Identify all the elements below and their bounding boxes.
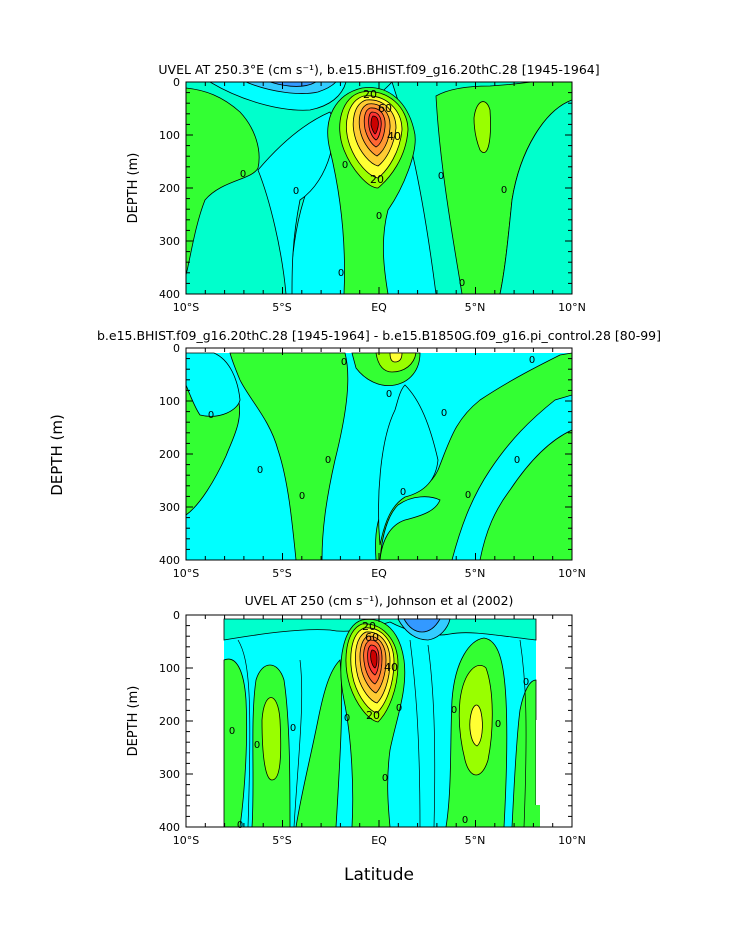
panel-1-x-tick-label: 5°N — [465, 301, 486, 314]
panel-2-contour-label: 0 — [400, 487, 406, 498]
panel-3-field — [186, 615, 572, 827]
panel-3-contour-label: 0 — [462, 815, 468, 826]
panel-2-contour-label: 0 — [299, 491, 305, 502]
panel-3-x-tick-label: 5°N — [465, 834, 486, 847]
panel-1-ylabel: DEPTH (m) — [126, 153, 141, 224]
panel-3-contour-label: 0 — [523, 677, 529, 688]
panel-1-contour-label: 0 — [501, 185, 507, 196]
panel-1-y-tick-label: 300 — [159, 235, 180, 248]
panel-2-x-tick-label: 5°S — [272, 567, 291, 580]
panel-1-x-tick-label: EQ — [371, 301, 387, 314]
panel-2-y-ticks: 0 100 200 300 400 — [159, 342, 180, 567]
panel-1-x-tick-label: 5°S — [272, 301, 291, 314]
panel-3-x-ticks: 10°S 5°S EQ 5°N 10°N — [173, 834, 586, 847]
panel-2-contour-label: 0 — [441, 408, 447, 419]
panel-1-contour-label: 0 — [338, 268, 344, 279]
panel-2-contour-label: 0 — [529, 355, 535, 366]
panel-1-contour-label: 0 — [240, 169, 246, 180]
panel-2-contour-label: 0 — [208, 410, 214, 421]
x-axis-label: Latitude — [344, 865, 414, 885]
panel-1-x-tick-label: 10°N — [558, 301, 586, 314]
tick-marks — [185, 81, 573, 828]
panel-3-contour-label: 0 — [451, 705, 457, 716]
panel-3-contour-label: 20 — [366, 709, 380, 722]
panel-3-contour-label: 0 — [382, 773, 388, 784]
panel-3-x-tick-label: EQ — [371, 834, 387, 847]
panel-2-x-tick-label: 5°N — [465, 567, 486, 580]
panel-3-contour-label: 0 — [495, 719, 501, 730]
panel-1-y-tick-label: 200 — [159, 182, 180, 195]
panel-3-ylabel: DEPTH (m) — [126, 686, 141, 757]
panel-2-contour-label: 0 — [257, 465, 263, 476]
panel-3-contour-label: 60 — [365, 631, 379, 644]
panel-3-contour-label: 20 — [362, 620, 376, 633]
panel-2-y-tick-label: 300 — [159, 501, 180, 514]
panel-2-x-tick-label: 10°S — [173, 567, 199, 580]
panel-3-x-tick-label: 10°S — [173, 834, 199, 847]
panel-2-x-tick-label: 10°N — [558, 567, 586, 580]
panel-3-y-tick-label: 200 — [159, 715, 180, 728]
panel-3-x-tick-label: 10°N — [558, 834, 586, 847]
panel-3-contour-label: 0 — [396, 703, 402, 714]
panel-1-y-tick-label: 0 — [173, 76, 180, 89]
panel-1: UVEL AT 250.3°E (cm s⁻¹), b.e15.BHIST.f0… — [126, 62, 600, 314]
panel-1-contour-label: 0 — [293, 186, 299, 197]
panel-3-contour-label: 0 — [290, 723, 296, 734]
panel-3-title: UVEL AT 250 (cm s⁻¹), Johnson et al (200… — [245, 593, 514, 608]
panel-3-contour-label: 0 — [237, 820, 243, 831]
panel-2-x-tick-label: EQ — [371, 567, 387, 580]
panel-3-contour-label: 0 — [344, 713, 350, 724]
panel-2-contour-label: 0 — [325, 455, 331, 466]
panel-1-field — [186, 82, 572, 294]
panel-2-contour-label: 0 — [341, 357, 347, 368]
panel-1-contour-label: 60 — [378, 102, 392, 115]
panel-1-x-ticks: 10°S 5°S EQ 5°N 10°N — [173, 301, 586, 314]
panel-1-contour-label: 0 — [459, 278, 465, 289]
panel-1-contour-label: 20 — [363, 88, 377, 101]
panel-2-y-tick-label: 400 — [159, 554, 180, 567]
panel-3-y-tick-label: 0 — [173, 609, 180, 622]
panel-1-y-tick-label: 100 — [159, 129, 180, 142]
shared-ylabel: DEPTH (m) — [48, 414, 66, 496]
panel-3-y-tick-label: 100 — [159, 662, 180, 675]
panel-2: b.e15.BHIST.f09_g16.20thC.28 [1945-1964]… — [97, 328, 661, 580]
panel-3-y-ticks: 0 100 200 300 400 — [159, 609, 180, 834]
panel-2-contour-label: 0 — [465, 490, 471, 501]
panel-2-title: b.e15.BHIST.f09_g16.20thC.28 [1945-1964]… — [97, 328, 661, 343]
panel-1-contour-label: 0 — [342, 160, 348, 171]
panel-3-contour-label: 0 — [229, 726, 235, 737]
panel-3-contour-label: 0 — [254, 740, 260, 751]
panel-1-y-ticks: 0 100 200 300 400 — [159, 76, 180, 301]
panel-1-contour-label: 20 — [370, 173, 384, 186]
panel-2-field — [186, 348, 572, 560]
panel-3: UVEL AT 250 (cm s⁻¹), Johnson et al (200… — [126, 593, 586, 847]
panel-3-y-tick-label: 400 — [159, 821, 180, 834]
panel-3-contour-label: 40 — [384, 661, 398, 674]
panel-3-y-tick-label: 300 — [159, 768, 180, 781]
panel-3-x-tick-label: 5°S — [272, 834, 291, 847]
panel-2-y-tick-label: 0 — [173, 342, 180, 355]
panel-1-title: UVEL AT 250.3°E (cm s⁻¹), b.e15.BHIST.f0… — [158, 62, 599, 77]
panel-2-contour-label: 0 — [386, 389, 392, 400]
panel-1-x-tick-label: 10°S — [173, 301, 199, 314]
panel-1-y-tick-label: 400 — [159, 288, 180, 301]
panel-2-x-ticks: 10°S 5°S EQ 5°N 10°N — [173, 567, 586, 580]
panel-2-y-tick-label: 100 — [159, 395, 180, 408]
panel-1-contour-label: 40 — [387, 130, 401, 143]
panel-1-contour-label: 0 — [438, 171, 444, 182]
panel-2-y-tick-label: 200 — [159, 448, 180, 461]
panel-1-contour-label: 0 — [376, 211, 382, 222]
panel-2-contour-label: 0 — [514, 455, 520, 466]
